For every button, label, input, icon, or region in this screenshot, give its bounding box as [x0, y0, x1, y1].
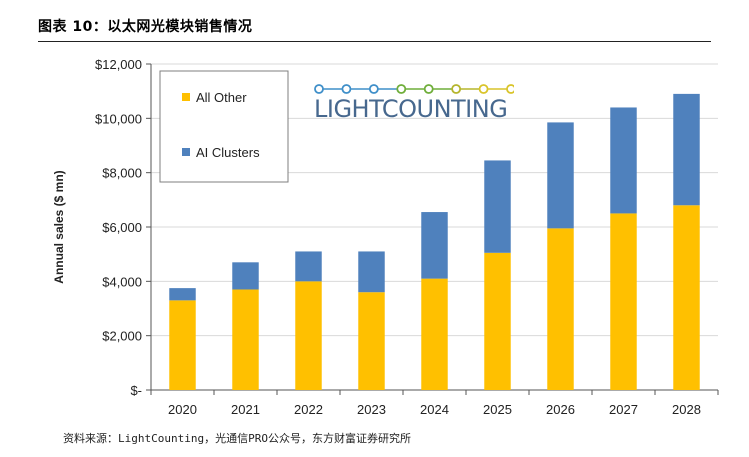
x-tick-label: 2027	[609, 402, 638, 417]
source-note: 资料来源：LightCounting，光通信PRO公众号，东方财富证券研究所	[63, 432, 411, 445]
bar-ai-clusters	[169, 288, 196, 301]
y-tick-label: $10,000	[95, 111, 142, 126]
bar-all-other	[169, 300, 196, 390]
x-tick-label: 2024	[420, 402, 449, 417]
bar-all-other	[484, 252, 511, 390]
logo-text: LIGHTCOUNTING	[314, 95, 508, 123]
y-tick-label: $-	[130, 383, 142, 398]
logo-chain-node	[396, 84, 407, 94]
header-divider	[38, 41, 711, 42]
stacked-bar-chart: $- $2,000 $4,000 $6,000 $8,000 $10,000 $12,000…	[52, 57, 719, 417]
logo-chain-node	[451, 84, 462, 94]
legend-label: AI Clusters	[196, 145, 260, 160]
bar-all-other	[295, 281, 322, 390]
x-tick-label: 2025	[483, 402, 512, 417]
bar-ai-clusters	[421, 212, 448, 279]
legend-swatch-all-other	[182, 93, 190, 101]
x-tick-label: 2023	[357, 402, 386, 417]
y-tick-label: $2,000	[102, 329, 142, 344]
x-tick-label: 2026	[546, 402, 575, 417]
bar-all-other	[610, 213, 637, 390]
bar-all-other	[421, 278, 448, 390]
bar-ai-clusters	[358, 251, 385, 293]
y-tick-label: $8,000	[102, 166, 142, 181]
x-tick-label: 2021	[231, 402, 260, 417]
bar-all-other	[673, 205, 700, 390]
logo-chain-node	[478, 84, 489, 94]
bar-ai-clusters	[232, 262, 259, 290]
lightcounting-logo: LIGHTCOUNTING	[306, 82, 528, 130]
legend-swatch-ai-clusters	[182, 148, 190, 156]
chart-container: $- $2,000 $4,000 $6,000 $8,000 $10,000 $12,000…	[0, 44, 749, 424]
y-axis-label: Annual sales ($ mn)	[52, 170, 66, 283]
bar-all-other	[358, 292, 385, 390]
logo-chain-node	[423, 84, 434, 94]
bar-ai-clusters	[610, 107, 637, 214]
figure-title: 图表 10：以太网光模块销售情况	[38, 19, 253, 35]
y-tick-label: $6,000	[102, 220, 142, 235]
logo-chain-node	[341, 84, 352, 94]
x-tick-label: 2022	[294, 402, 323, 417]
logo-chain-node	[314, 84, 324, 94]
bar-ai-clusters	[547, 122, 574, 229]
logo-chain-icon	[314, 84, 514, 94]
bar-all-other	[232, 289, 259, 390]
bar-ai-clusters	[295, 251, 322, 282]
bar-all-other	[547, 228, 574, 390]
logo-chain-node	[368, 84, 379, 94]
bar-ai-clusters	[484, 160, 511, 253]
x-tick-label: 2028	[672, 402, 701, 417]
y-tick-label: $12,000	[95, 57, 142, 72]
bar-ai-clusters	[673, 93, 700, 206]
logo-chain-node	[506, 84, 514, 94]
legend-box	[159, 70, 289, 183]
y-tick-label: $4,000	[102, 274, 142, 289]
legend-label: All Other	[196, 90, 247, 105]
x-tick-label: 2020	[168, 402, 197, 417]
